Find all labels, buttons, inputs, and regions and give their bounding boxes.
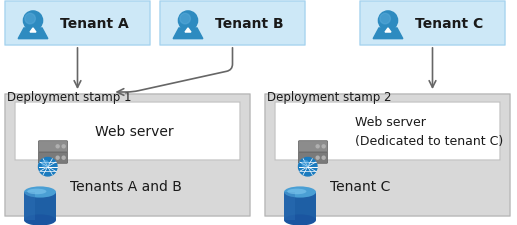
FancyBboxPatch shape [360, 2, 505, 46]
Bar [284, 192, 295, 220]
Circle shape [302, 161, 309, 167]
Circle shape [298, 158, 317, 176]
Ellipse shape [24, 214, 56, 225]
FancyBboxPatch shape [5, 94, 250, 216]
Ellipse shape [24, 187, 56, 198]
Polygon shape [185, 29, 191, 33]
Polygon shape [173, 29, 203, 39]
FancyBboxPatch shape [298, 152, 328, 164]
Circle shape [178, 12, 197, 31]
Polygon shape [385, 29, 391, 33]
Circle shape [56, 145, 59, 148]
Bar [24, 192, 56, 220]
Bar [284, 192, 316, 220]
Circle shape [38, 158, 57, 176]
FancyBboxPatch shape [160, 2, 305, 46]
FancyBboxPatch shape [5, 2, 150, 46]
Text: Deployment stamp 2: Deployment stamp 2 [267, 91, 391, 104]
Circle shape [25, 14, 35, 25]
Polygon shape [30, 29, 36, 33]
Circle shape [42, 161, 49, 167]
Text: Web server: Web server [95, 124, 174, 138]
Circle shape [62, 145, 65, 148]
Polygon shape [373, 29, 403, 39]
Circle shape [180, 14, 190, 25]
Text: Tenants A and B: Tenants A and B [70, 179, 182, 193]
Circle shape [322, 156, 325, 160]
Polygon shape [18, 29, 48, 39]
Text: Tenant C: Tenant C [330, 179, 390, 193]
FancyBboxPatch shape [15, 103, 240, 160]
Text: Deployment stamp 1: Deployment stamp 1 [7, 91, 131, 104]
FancyBboxPatch shape [298, 141, 328, 152]
Ellipse shape [284, 214, 316, 225]
Circle shape [23, 12, 42, 31]
Bar [24, 192, 35, 220]
Ellipse shape [287, 189, 307, 194]
Circle shape [316, 156, 319, 160]
Text: Web server
(Dedicated to tenant C): Web server (Dedicated to tenant C) [355, 116, 503, 147]
FancyBboxPatch shape [275, 103, 500, 160]
Circle shape [322, 145, 325, 148]
FancyBboxPatch shape [38, 152, 68, 164]
Text: Tenant B: Tenant B [215, 17, 284, 31]
FancyBboxPatch shape [38, 141, 68, 152]
Circle shape [378, 12, 398, 31]
Circle shape [316, 145, 319, 148]
Circle shape [380, 14, 390, 25]
Ellipse shape [284, 187, 316, 198]
Circle shape [56, 156, 59, 160]
Text: Tenant A: Tenant A [60, 17, 129, 31]
Text: Tenant C: Tenant C [415, 17, 483, 31]
Ellipse shape [27, 189, 47, 194]
Circle shape [62, 156, 65, 160]
FancyBboxPatch shape [265, 94, 510, 216]
